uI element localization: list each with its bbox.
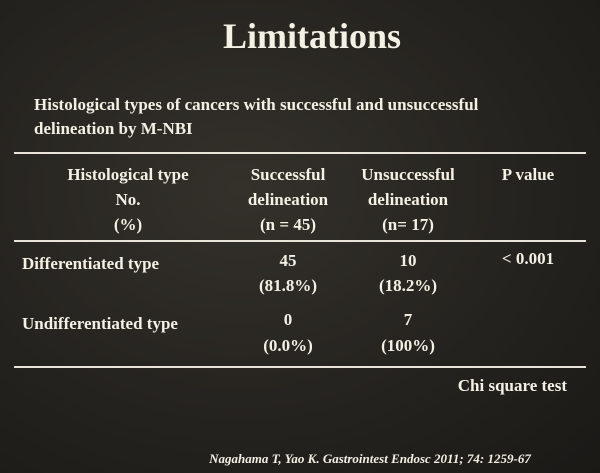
row-label: Differentiated type <box>22 254 160 273</box>
cell: 10 <box>399 251 417 270</box>
column-header: Successful <box>250 165 326 184</box>
column-header: No. <box>115 190 141 209</box>
column-header: delineation <box>247 190 329 209</box>
subtitle-line: Histological types of cancers with succe… <box>34 95 479 114</box>
column-header: delineation <box>367 190 449 209</box>
table-note: Chi square test <box>457 376 567 395</box>
table-rule <box>14 366 586 368</box>
subtitle-line: delineation by M-NBI <box>34 119 193 138</box>
citation: Nagahama T, Yao K. Gastrointest Endosc 2… <box>209 451 531 466</box>
column-header: (n = 45) <box>260 215 316 234</box>
cell: (0.0%) <box>263 336 313 355</box>
cell: (81.8%) <box>258 276 318 295</box>
column-header: Histological type <box>67 165 189 184</box>
cell: (18.2%) <box>378 276 438 295</box>
column-header: (%) <box>113 215 143 234</box>
table-rule <box>14 152 586 154</box>
column-header: Unsuccessful <box>361 165 455 184</box>
column-header: (n= 17) <box>382 215 434 234</box>
cell: 0 <box>283 310 293 329</box>
cell: 7 <box>403 310 413 329</box>
cell: (100%) <box>381 336 435 355</box>
slide-title: Limitations <box>222 16 402 56</box>
table-rule <box>14 240 586 242</box>
cell: 45 <box>279 251 297 270</box>
column-header: P value <box>501 165 555 184</box>
cell: < 0.001 <box>501 249 555 268</box>
row-label: Undifferentiated type <box>22 314 178 333</box>
